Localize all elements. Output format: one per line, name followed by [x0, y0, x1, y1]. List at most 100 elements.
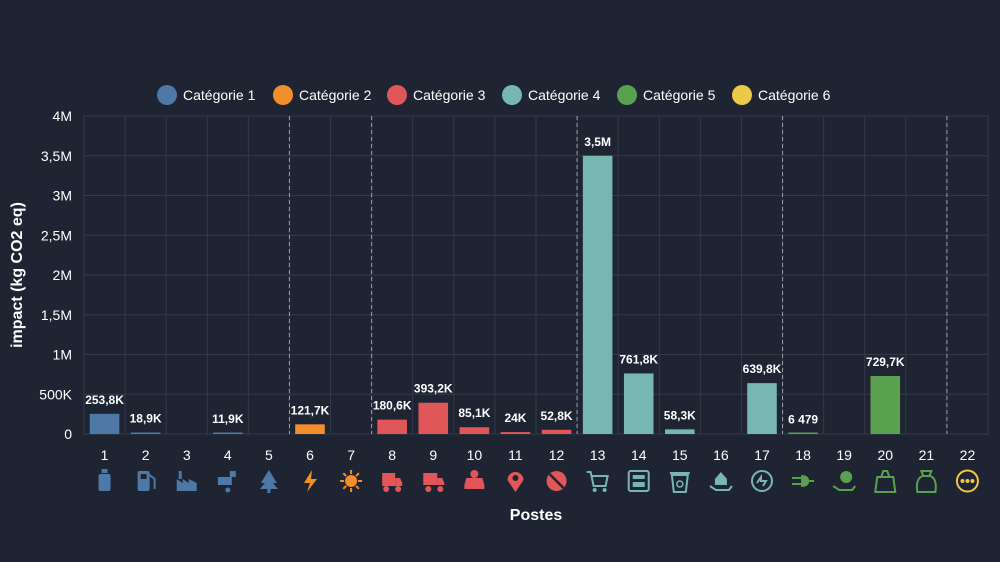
x-tick-label: 1	[101, 447, 109, 463]
legend-item[interactable]: Catégorie 5	[617, 85, 716, 105]
location-pin-icon	[507, 472, 524, 492]
y-axis-title: impact (kg CO2 eq)	[9, 202, 26, 348]
y-tick-label: 2,5M	[41, 227, 72, 243]
bar[interactable]	[130, 432, 161, 434]
hand-money-icon	[832, 471, 856, 491]
hand-house-icon	[709, 472, 733, 491]
x-tick-label: 16	[713, 447, 729, 463]
bar[interactable]	[788, 432, 818, 435]
legend-swatch	[273, 85, 293, 105]
x-tick-label: 20	[877, 447, 893, 463]
bar[interactable]	[541, 429, 572, 434]
bar[interactable]	[870, 375, 901, 434]
x-tick-label: 17	[754, 447, 770, 463]
y-tick-label: 500K	[39, 386, 72, 402]
y-tick-label: 1,5M	[41, 307, 72, 323]
legend-label: Catégorie 1	[183, 87, 256, 103]
y-tick-label: 3M	[53, 188, 72, 204]
sun-snowflake-icon	[340, 470, 363, 492]
gas-pump-icon	[137, 471, 156, 491]
data-label: 11,9K	[212, 412, 244, 426]
x-tick-label: 6	[306, 447, 314, 463]
data-label: 18,9K	[130, 411, 162, 425]
legend-swatch	[617, 85, 637, 105]
data-label: 393,2K	[414, 382, 453, 396]
bar[interactable]	[582, 155, 613, 434]
x-axis-title: Postes	[510, 507, 563, 524]
data-label: 24K	[504, 411, 526, 425]
x-tick-label: 13	[590, 447, 606, 463]
data-label: 180,6K	[373, 399, 412, 413]
x-tick-label: 2	[142, 447, 150, 463]
data-label: 639,8K	[743, 362, 782, 376]
bar[interactable]	[665, 429, 695, 434]
data-label: 121,7K	[291, 403, 330, 417]
x-tick-label: 19	[836, 447, 852, 463]
bar[interactable]	[295, 424, 325, 434]
recycle-bag-icon	[874, 470, 897, 493]
data-label: 253,8K	[85, 393, 124, 407]
shopping-cart-icon	[586, 471, 609, 492]
data-label: 85,1K	[458, 406, 490, 420]
data-label: 729,7K	[866, 355, 905, 369]
legend-label: Catégorie 4	[528, 87, 601, 103]
legend-label: Catégorie 3	[413, 87, 486, 103]
more-dots-icon	[955, 469, 979, 493]
x-tick-label: 9	[429, 447, 437, 463]
grid	[83, 115, 989, 435]
x-tick-label: 22	[960, 447, 976, 463]
fuel-jerrycan-icon	[98, 469, 111, 491]
legend-item[interactable]: Catégorie 4	[502, 85, 601, 105]
bar[interactable]	[623, 373, 654, 434]
legend-item[interactable]: Catégorie 2	[273, 85, 372, 105]
car-travel-icon	[464, 470, 485, 489]
bar[interactable]	[89, 413, 120, 434]
truck-icon	[382, 473, 403, 492]
data-label: 58,3K	[664, 408, 696, 422]
euro-bag-icon	[915, 470, 937, 493]
bar[interactable]	[459, 427, 490, 434]
x-tick-label: 12	[549, 447, 565, 463]
legend-item[interactable]: Catégorie 1	[157, 85, 256, 105]
no-travel-icon	[546, 471, 567, 491]
building-icon	[627, 470, 650, 492]
bar[interactable]	[418, 402, 449, 434]
legend-swatch	[502, 85, 522, 105]
recycle-bin-icon	[669, 472, 690, 493]
legend-label: Catégorie 5	[643, 87, 716, 103]
legend-label: Catégorie 6	[758, 87, 831, 103]
y-tick-label: 4M	[53, 108, 72, 124]
x-tick-label: 15	[672, 447, 688, 463]
y-tick-label: 1M	[53, 347, 72, 363]
delivery-truck-icon	[423, 473, 445, 492]
x-tick-label: 5	[265, 447, 273, 463]
legend-item[interactable]: Catégorie 3	[387, 85, 486, 105]
bar[interactable]	[500, 432, 531, 434]
bar[interactable]	[377, 419, 407, 434]
x-tick-label: 7	[347, 447, 355, 463]
data-label: 6 479	[788, 412, 818, 426]
data-label: 761,8K	[619, 352, 658, 366]
tree-icon	[259, 470, 278, 493]
factory-icon	[176, 471, 197, 491]
bar[interactable]	[213, 432, 243, 435]
x-tick-label: 4	[224, 447, 232, 463]
y-tick-label: 0	[64, 426, 72, 442]
x-tick-label: 3	[183, 447, 191, 463]
data-label: 52,8K	[541, 409, 573, 423]
x-tick-label: 11	[508, 447, 523, 463]
x-tick-label: 21	[919, 447, 935, 463]
gauge-icon	[751, 470, 773, 492]
legend-item[interactable]: Catégorie 6	[732, 85, 831, 105]
y-axis-tick-labels: 0 500K 1M 1,5M 2M 2,5M 3M 3,5M 4M	[39, 108, 72, 442]
legend-label: Catégorie 2	[299, 87, 372, 103]
y-tick-label: 3,5M	[41, 148, 72, 164]
legend-swatch	[387, 85, 407, 105]
faucet-leak-icon	[217, 471, 236, 493]
poste-icons	[98, 469, 979, 493]
bar[interactable]	[747, 383, 777, 434]
y-tick-label: 2M	[53, 267, 72, 283]
